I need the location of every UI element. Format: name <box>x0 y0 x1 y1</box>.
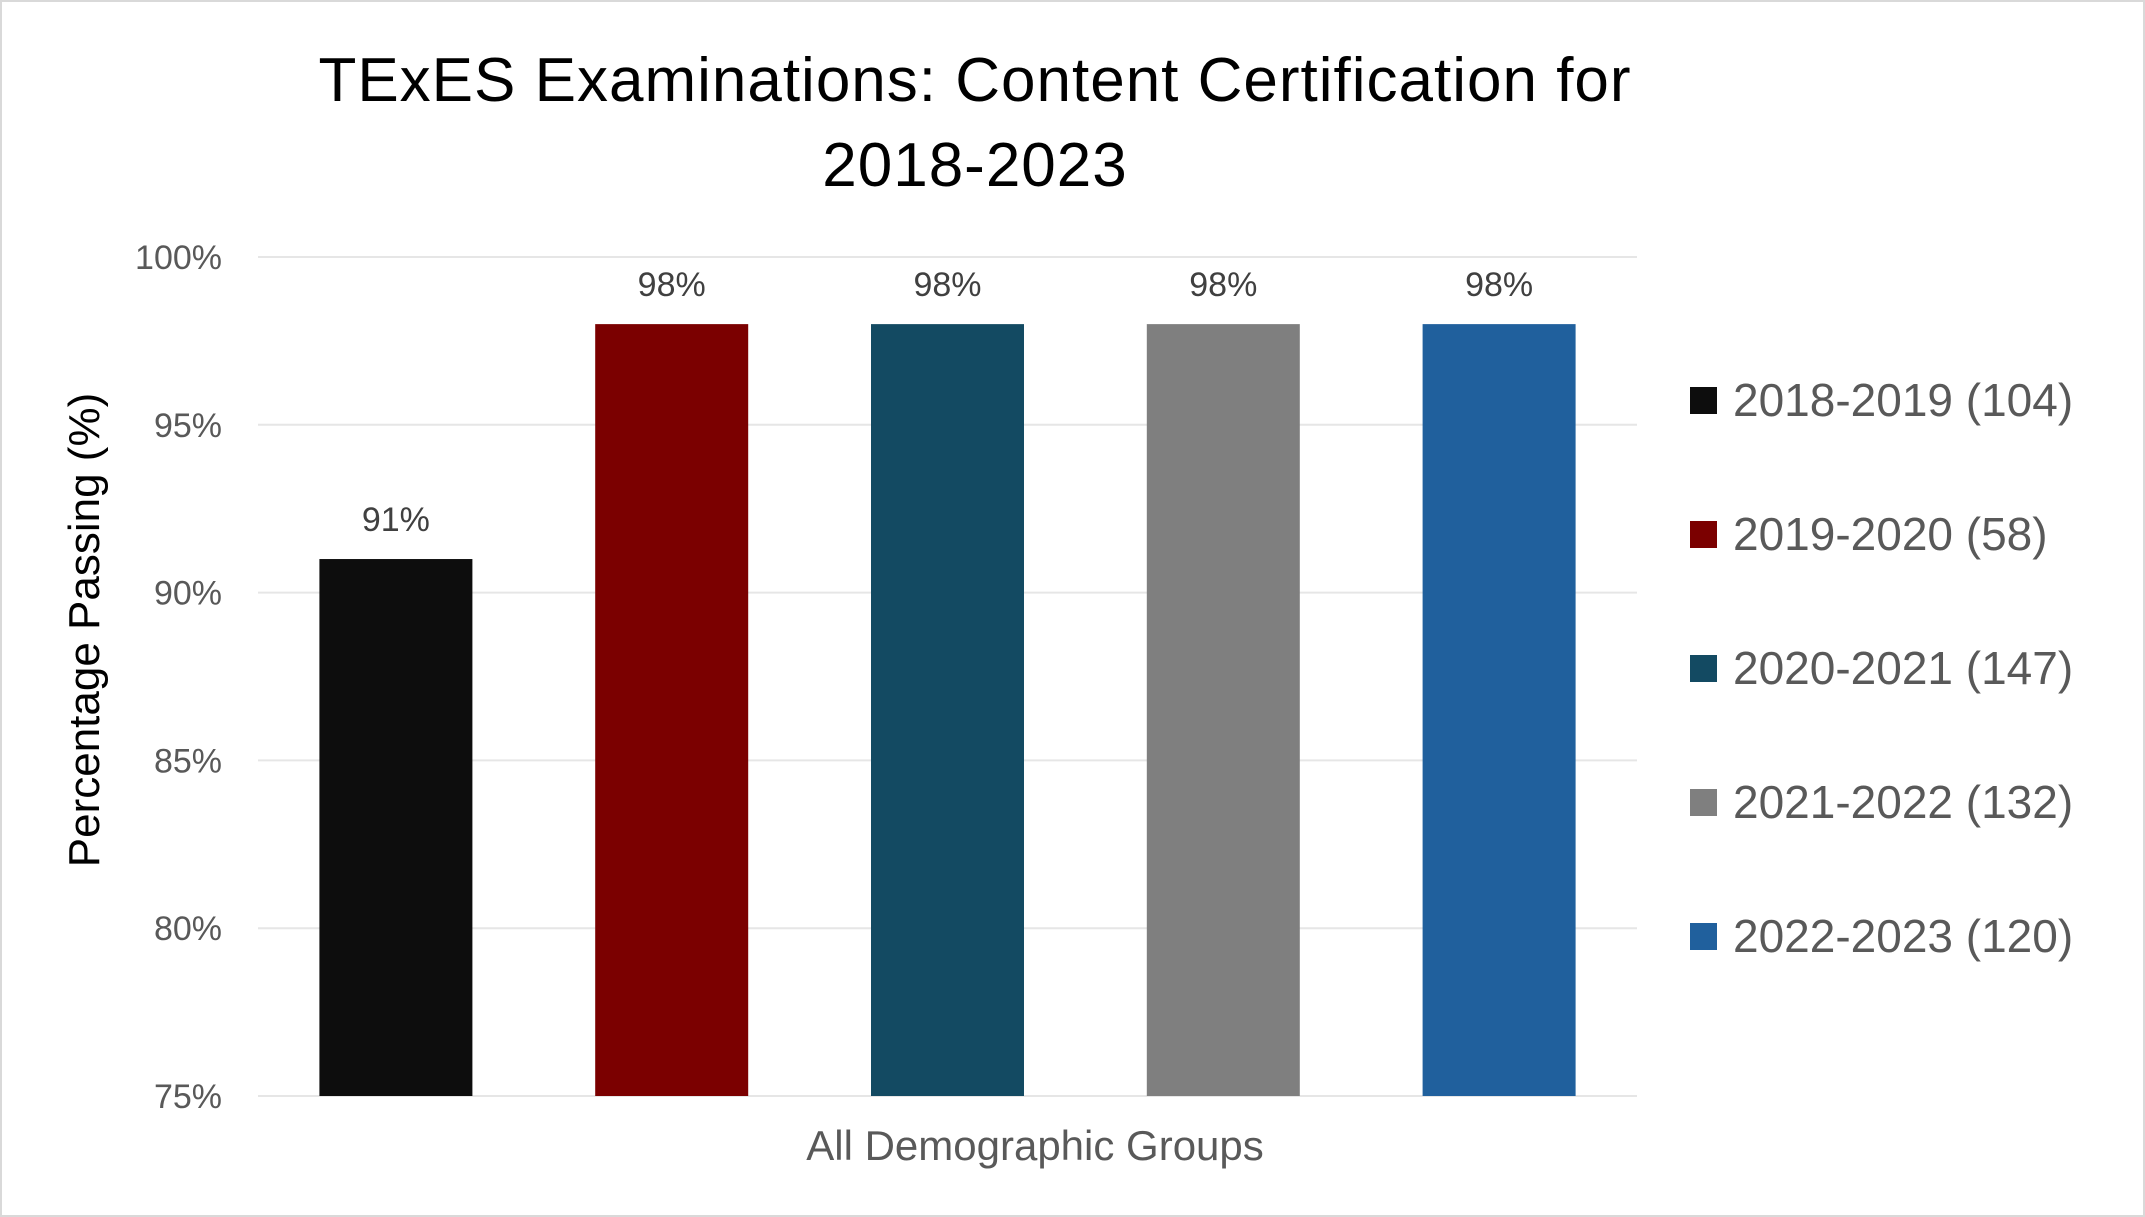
legend-item: 2021-2022 (132) <box>1690 772 2073 832</box>
bar-2021-2022 <box>1146 324 1300 1096</box>
chart-title-line-1: TExES Examinations: Content Certificatio… <box>318 46 1632 115</box>
legend-item: 2022-2023 (120) <box>1690 906 2073 966</box>
bar-2020-2021 <box>871 324 1024 1096</box>
bar-2019-2020 <box>595 324 749 1096</box>
y-tick-label: 95% <box>154 407 222 445</box>
legend-swatch <box>1690 386 1717 414</box>
bar-data-label: 98% <box>638 266 706 304</box>
legend-item: 2020-2021 (147) <box>1690 638 2073 698</box>
legend-swatch <box>1690 922 1717 950</box>
chart-title-line-2: 2018-2023 <box>822 131 1128 200</box>
legend-label: 2020-2021 (147) <box>1733 642 2074 694</box>
bar-data-label: 98% <box>1189 266 1257 304</box>
legend-label: 2018-2019 (104) <box>1733 374 2074 426</box>
bar-2018-2019 <box>319 559 473 1096</box>
x-axis-label: All Demographic Groups <box>806 1122 1264 1169</box>
legend-item: 2019-2020 (58) <box>1690 504 2048 564</box>
y-tick-label: 80% <box>154 910 222 948</box>
legend-item: 2018-2019 (104) <box>1690 370 2073 430</box>
legend-swatch <box>1690 654 1717 682</box>
legend-label: 2021-2022 (132) <box>1733 776 2074 828</box>
legend-label: 2022-2023 (120) <box>1733 910 2074 962</box>
bar-2022-2023 <box>1422 324 1576 1096</box>
bar-data-label: 91% <box>362 501 430 539</box>
y-tick-label: 85% <box>154 742 222 780</box>
legend-swatch <box>1690 788 1717 816</box>
legend-swatch <box>1690 520 1717 548</box>
bar-data-label: 98% <box>1465 266 1533 304</box>
y-tick-label: 100% <box>135 239 222 277</box>
y-tick-label: 90% <box>154 575 222 613</box>
bar-data-label: 98% <box>913 266 981 304</box>
legend-label: 2019-2020 (58) <box>1733 508 2048 560</box>
y-tick-label: 75% <box>154 1078 222 1116</box>
